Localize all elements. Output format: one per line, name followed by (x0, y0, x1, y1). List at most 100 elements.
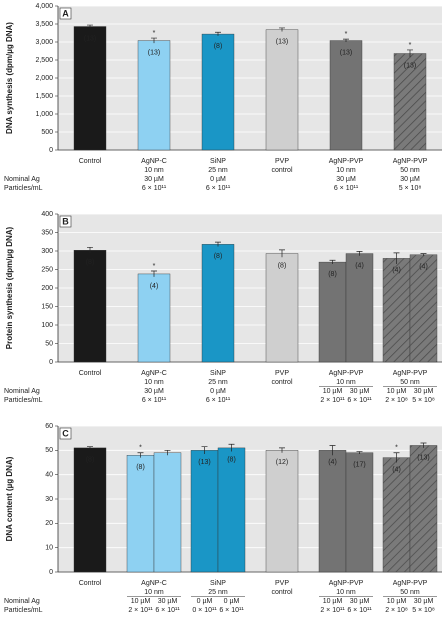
category-label: 25 nm (208, 379, 228, 386)
error-bar (420, 442, 427, 448)
y-tick-label: 30 (45, 496, 53, 503)
y-tick-label: 0 (49, 359, 53, 366)
category-label: 25 nm (208, 589, 228, 596)
particles: 2 × 10¹¹ (320, 607, 345, 614)
error-bar (393, 252, 400, 264)
nominal-ag: 30 µM (144, 176, 164, 183)
sample-size: (13) (84, 35, 96, 42)
y-tick-label: 350 (41, 229, 53, 236)
category-label: 50 nm (400, 589, 420, 596)
sample-size: (8) (328, 271, 337, 278)
nominal-ag: 0 µM (224, 598, 240, 605)
sample-size: (13) (148, 49, 160, 56)
nominal-ag: 10 µM (131, 598, 151, 605)
y-axis-label: DNA content (µg DNA) (5, 456, 14, 541)
sample-size: (4) (392, 466, 401, 473)
y-tick-label: 50 (45, 447, 53, 454)
category-label: AgNP-PVP (393, 158, 428, 165)
y-axis-label: Protein synthesis (dpm/µg DNA) (5, 226, 14, 349)
bar-hatch (410, 445, 437, 572)
sample-size: (8) (86, 259, 95, 266)
sample-size: (17) (353, 462, 365, 469)
y-tick-label: 2,500 (35, 57, 53, 64)
y-tick-label: 0 (49, 569, 53, 576)
error-bar (215, 241, 221, 247)
particles: 6 × 10¹¹ (347, 607, 372, 614)
category-label: 10 nm (144, 379, 164, 386)
particles: 5 × 10⁸ (412, 397, 435, 404)
bar (318, 450, 347, 573)
nominal-ag: 30 µM (414, 388, 434, 395)
bar (265, 29, 299, 151)
nominal-ag: 0 µM (197, 598, 213, 605)
particles: 6 × 10¹¹ (142, 397, 167, 404)
error-bar (279, 27, 285, 32)
error-bar (343, 38, 349, 42)
bar (137, 40, 171, 151)
category-label: PVP (275, 158, 289, 165)
bar (201, 33, 235, 151)
error-bar (279, 249, 285, 258)
nominal-ag: 30 µM (414, 598, 434, 605)
bar (126, 455, 155, 573)
panel-letter: B (62, 216, 69, 226)
y-tick-label: 2,000 (35, 75, 53, 82)
error-bar (393, 452, 400, 463)
nominal-ag: 10 µM (387, 388, 407, 395)
particles: 6 × 10¹¹ (206, 185, 231, 192)
nominal-ag: 0 µM (210, 176, 226, 183)
error-bar (215, 31, 221, 36)
y-tick-label: 1,000 (35, 111, 53, 118)
category-label: SiNP (210, 580, 226, 587)
significance-marker: * (153, 263, 156, 270)
panel-badge (59, 215, 72, 228)
error-bar (279, 447, 285, 453)
category-label: AgNP-PVP (329, 580, 364, 587)
category-label: 10 nm (336, 167, 356, 174)
particles: 2 × 10¹¹ (320, 397, 345, 404)
y-tick-label: 3,000 (35, 39, 53, 46)
y-tick-label: 300 (41, 248, 53, 255)
error-bar (329, 259, 336, 264)
significance-marker: * (139, 445, 142, 452)
bar (73, 250, 107, 363)
nominal-ag: 30 µM (336, 176, 356, 183)
nominal-ag: 30 µM (144, 388, 164, 395)
category-label: PVP (275, 580, 289, 587)
error-bar (420, 253, 427, 256)
y-tick-label: 4,000 (35, 3, 53, 10)
category-label: AgNP-C (141, 158, 167, 165)
particles: 2 × 10⁸ (385, 397, 408, 404)
bar (265, 253, 299, 363)
sample-size: (13) (404, 62, 416, 69)
sample-size: (12) (276, 459, 288, 466)
particles: 0 × 10¹¹ (192, 607, 217, 614)
sample-size: (8) (227, 457, 236, 464)
error-bar (164, 449, 171, 456)
particles: 5 × 10⁸ (412, 607, 435, 614)
sample-size: (4) (355, 262, 364, 269)
category-label: 25 nm (208, 167, 228, 174)
y-tick-label: 3,500 (35, 21, 53, 28)
category-label: AgNP-PVP (329, 158, 364, 165)
particles: 5 × 10⁸ (399, 185, 422, 192)
nominal-ag: 30 µM (158, 598, 178, 605)
y-tick-label: 500 (41, 129, 53, 136)
y-tick-label: 40 (45, 472, 53, 479)
category-label: control (271, 167, 292, 174)
sample-size: (4) (150, 283, 159, 290)
sample-size: (8) (136, 464, 145, 471)
category-label: 10 nm (336, 379, 356, 386)
particles: 6 × 10¹¹ (142, 185, 167, 192)
bar (318, 261, 347, 363)
category-label: 50 nm (400, 167, 420, 174)
category-label: control (271, 589, 292, 596)
category-label: AgNP-PVP (393, 580, 428, 587)
category-label: SiNP (210, 158, 226, 165)
particles: 6 × 10¹¹ (219, 607, 244, 614)
bar-hatch (394, 53, 426, 150)
significance-marker: * (345, 31, 348, 38)
error-bar (407, 49, 413, 58)
category-label: 10 nm (144, 167, 164, 174)
bar-hatch (383, 457, 410, 572)
